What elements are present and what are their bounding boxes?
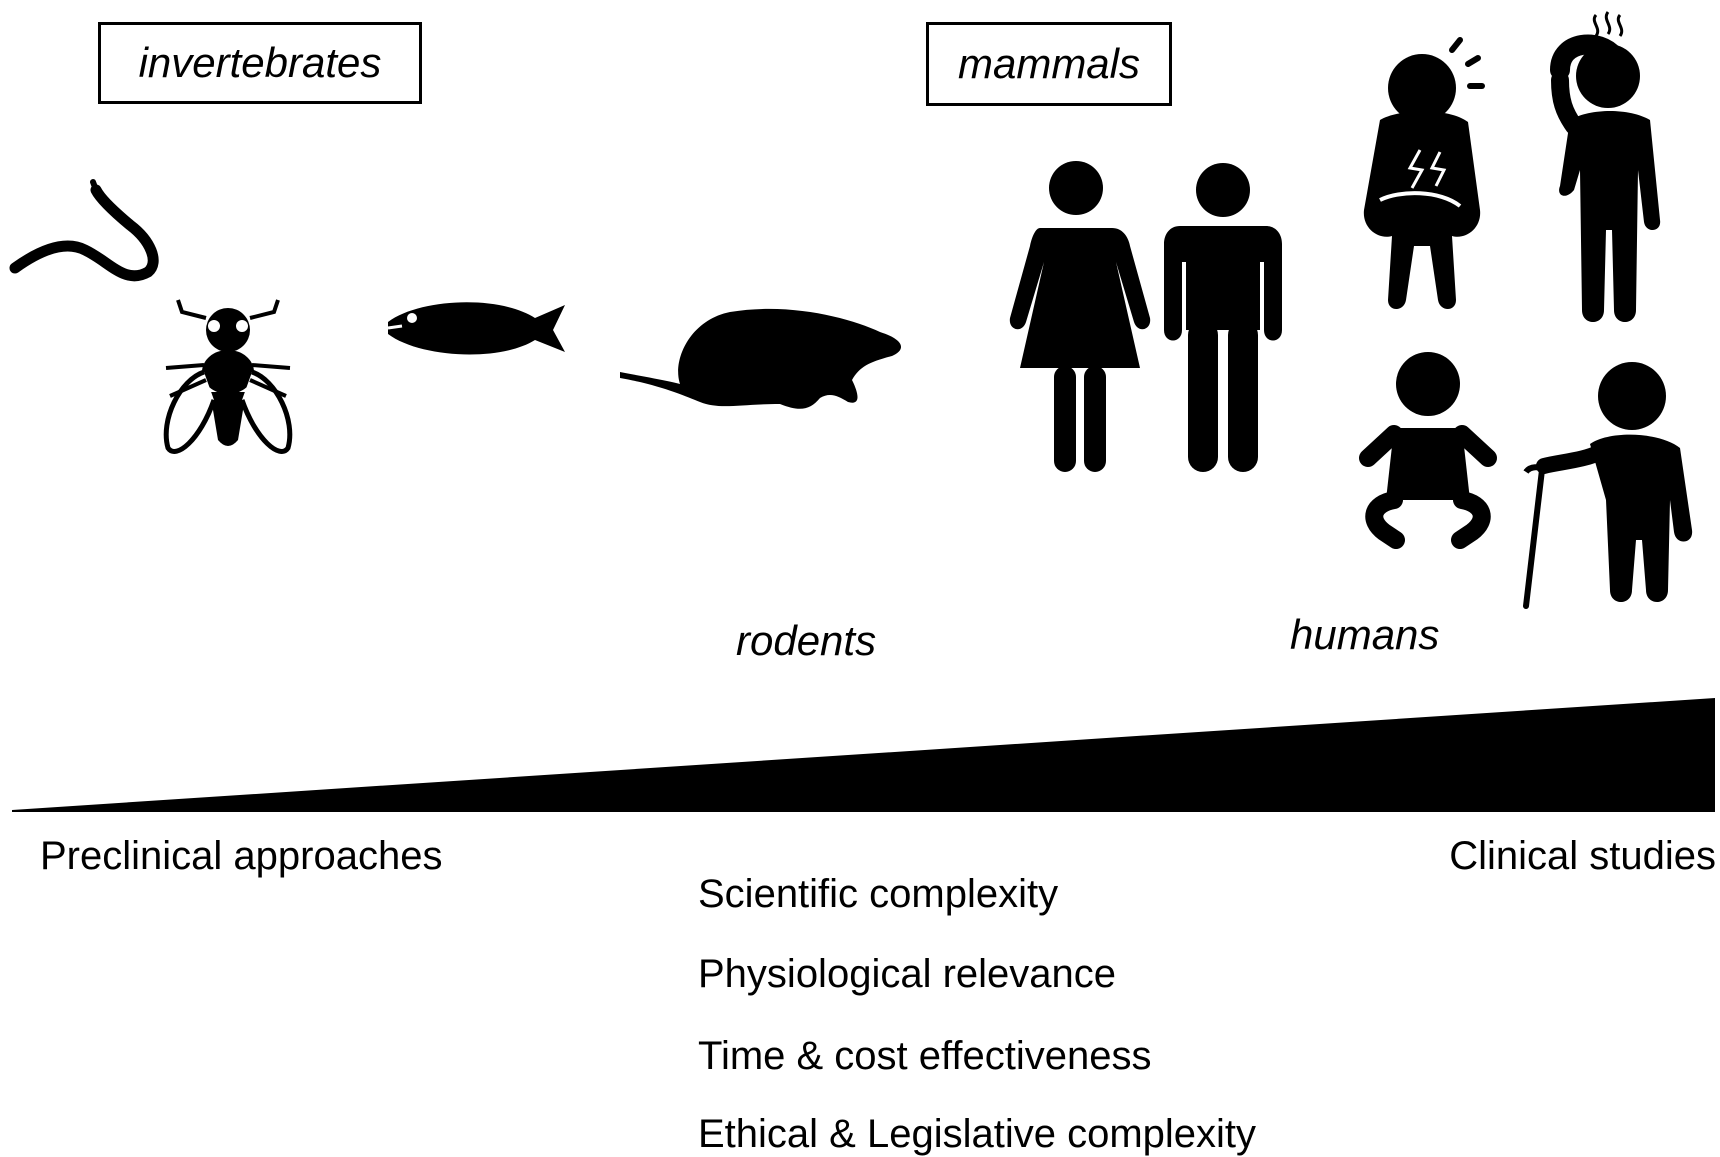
- fish-icon: [387, 302, 565, 355]
- criteria-item: Ethical & Legislative complexity: [698, 1112, 1257, 1156]
- man-icon: [1164, 163, 1282, 472]
- clinical-label: Clinical studies: [1449, 834, 1716, 878]
- criteria-item: Scientific complexity: [698, 872, 1059, 916]
- gradient-wedge: [12, 698, 1715, 812]
- fly-icon: [163, 299, 293, 454]
- invertebrates-box: invertebrates: [98, 22, 422, 104]
- sick-person-icon: [1363, 37, 1485, 309]
- criteria-item: Time & cost effectiveness: [698, 1034, 1152, 1078]
- worm-icon: [9, 179, 159, 282]
- rodents-label: rodents: [736, 617, 877, 664]
- elderly-person-icon: [1523, 362, 1693, 609]
- invertebrates-label: invertebrates: [138, 39, 382, 86]
- mammals-label: mammals: [957, 40, 1140, 87]
- baby-icon: [1359, 352, 1497, 549]
- rodent-icon: [620, 308, 902, 409]
- woman-icon: [1009, 161, 1151, 472]
- criteria-item: Physiological relevance: [698, 952, 1117, 996]
- humans-label: humans: [1290, 611, 1440, 658]
- preclinical-label: Preclinical approaches: [40, 834, 443, 878]
- mammals-box: mammals: [926, 22, 1172, 106]
- headache-person-icon: [1550, 11, 1661, 322]
